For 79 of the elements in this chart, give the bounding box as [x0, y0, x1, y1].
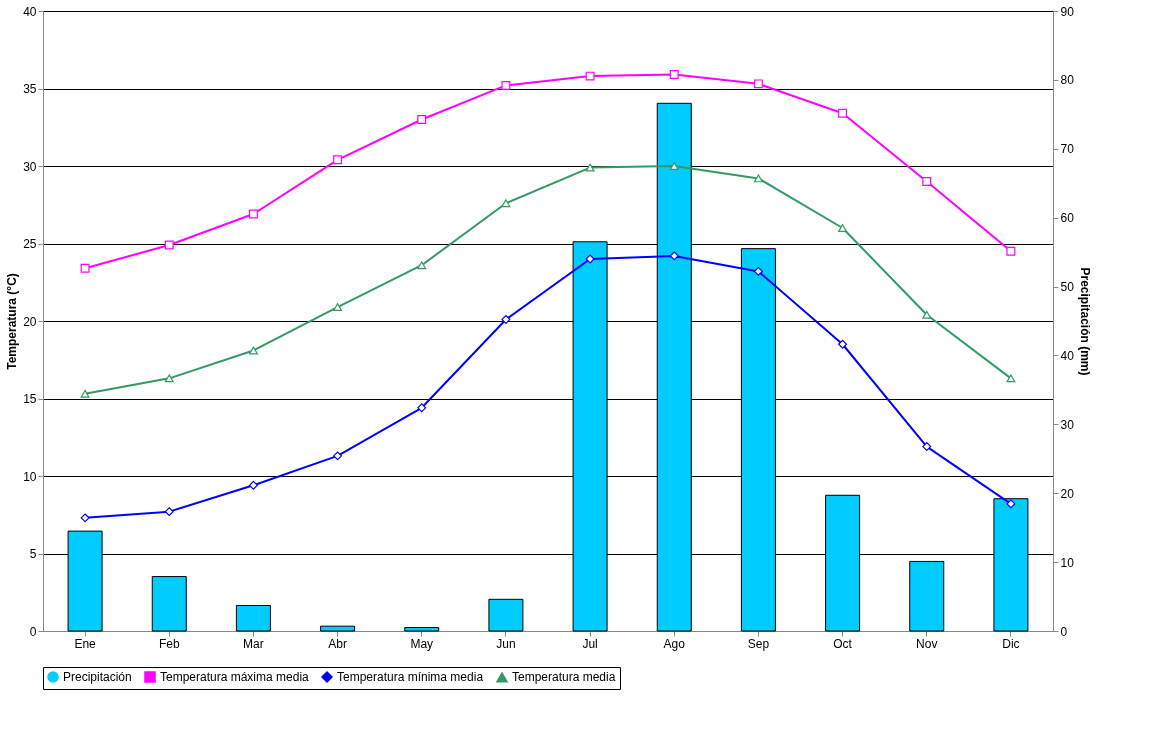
point: [838, 108, 848, 118]
y-tick-label: 15: [23, 392, 37, 406]
y2-tick-label: 40: [1060, 348, 1075, 363]
point: [501, 199, 511, 208]
y-tick-label: 40: [23, 4, 37, 19]
point: [669, 162, 679, 170]
bar: [488, 598, 524, 632]
point: [753, 266, 763, 276]
point: [753, 79, 763, 89]
y2-tick-label: 0: [1060, 624, 1068, 639]
y-tick-label: 10: [23, 469, 37, 484]
point: [922, 442, 932, 452]
point: [585, 254, 595, 264]
x-tick-label: Oct: [833, 636, 853, 651]
y-tick-label: 35: [23, 82, 37, 96]
x-tick-label: Ene: [74, 636, 97, 651]
point: [753, 174, 763, 183]
x-tick-label: Dic: [1002, 636, 1020, 651]
bar: [151, 576, 187, 632]
y2-tick-label: 50: [1060, 280, 1075, 295]
point: [501, 80, 511, 90]
point: [248, 209, 258, 219]
x-tick-label: Jul: [582, 636, 598, 651]
legend-label: Precipitación: [63, 670, 132, 684]
point: [669, 251, 679, 261]
point: [1006, 499, 1016, 509]
point: [248, 480, 258, 490]
legend-label: Temperatura media: [512, 670, 616, 685]
point: [1006, 374, 1016, 383]
y2-tick-label: 70: [1060, 142, 1075, 157]
point: [248, 346, 258, 355]
point: [333, 451, 343, 461]
y-tick-label: 0: [29, 624, 37, 639]
point: [585, 71, 595, 81]
point: [80, 263, 90, 273]
point: [333, 155, 343, 165]
y-tick-label: 5: [29, 547, 37, 561]
point: [669, 70, 679, 80]
x-tick-label: May: [410, 636, 434, 651]
y2-tick-label: 60: [1060, 211, 1075, 226]
y-axis-title: Temperatura (°C): [5, 273, 20, 370]
bar: [404, 627, 440, 632]
point: [164, 240, 174, 250]
point: [417, 115, 427, 124]
point: [1006, 246, 1016, 256]
x-tick-label: Nov: [916, 636, 938, 651]
point: [585, 163, 595, 172]
x-tick-label: Feb: [158, 636, 180, 651]
y2-tick-label: 30: [1060, 417, 1075, 432]
point: [333, 303, 343, 311]
x-tick-label: Sep: [747, 636, 770, 651]
y-tick-label: 30: [23, 159, 37, 174]
point: [80, 389, 90, 398]
y2-tick-label: 80: [1060, 73, 1075, 88]
point: [922, 177, 932, 186]
point: [164, 374, 174, 383]
y2-tick-label: 10: [1060, 555, 1075, 570]
y2-axis-title: Precipitación (mm): [1077, 267, 1092, 376]
x-tick-label: Jun: [496, 636, 516, 651]
bar: [320, 625, 356, 632]
x-tick-label: Mar: [243, 636, 264, 651]
x-tick-label: Abr: [328, 636, 347, 651]
y2-tick-label: 90: [1060, 4, 1075, 19]
y-tick-label: 20: [23, 314, 37, 329]
y-tick-label: 25: [23, 237, 37, 251]
y2-tick-label: 20: [1060, 486, 1075, 501]
point: [838, 339, 848, 349]
point: [80, 513, 90, 523]
legend-label: Temperatura mínima media: [337, 670, 484, 684]
point: [417, 261, 427, 270]
point: [922, 310, 932, 319]
bar: [235, 605, 271, 632]
bar: [909, 560, 945, 632]
x-tick-label: Ago: [663, 636, 686, 651]
point: [417, 403, 427, 413]
legend-label: Temperatura máxima media: [160, 670, 310, 684]
point: [164, 507, 174, 517]
point: [501, 314, 511, 324]
point: [838, 224, 848, 232]
